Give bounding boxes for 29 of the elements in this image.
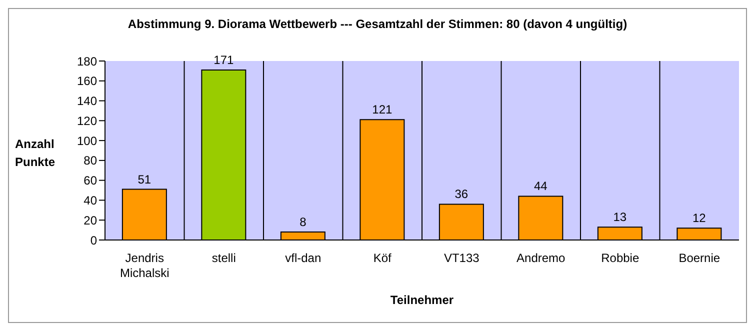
x-tick-label: VT133 [444,251,480,265]
y-tick-label: 60 [84,174,98,188]
y-tick-label: 80 [84,154,98,168]
data-label: 12 [692,211,706,226]
y-tick-label: 20 [84,213,98,228]
x-tick-label: Andremo [516,251,566,265]
x-tick-label: Robbie [601,251,640,265]
data-label: 13 [613,210,627,224]
y-tick-label: 180 [76,54,98,68]
data-label: 51 [138,172,152,186]
x-tick-label: Boernie [678,251,720,265]
chart-title: Abstimmung 9. Diorama Wettbewerb --- Gesamtzahl der Stimmen: 80 (davon 4 ungültig) [126,17,628,31]
data-label: 44 [534,179,548,194]
data-label: 121 [372,102,393,117]
y-axis-title: Anzahl Punkte [15,136,56,171]
x-tick-label: Jendris Michalski [120,251,170,280]
data-label: 36 [454,187,468,202]
data-label: 8 [300,215,307,230]
y-tick-label: 100 [76,134,98,148]
x-tick-label: vfl-dan [285,251,322,265]
x-axis-title: Teilnehmer [389,293,455,307]
x-tick-label: stelli [212,251,236,265]
y-tick-label: 0 [90,233,98,248]
y-tick-label: 40 [84,193,98,208]
y-tick-label: 160 [76,74,98,88]
x-tick-label: Köf [373,251,392,265]
data-label: 171 [214,52,234,67]
y-tick-label: 140 [76,94,98,108]
y-tick-label: 120 [76,114,98,128]
